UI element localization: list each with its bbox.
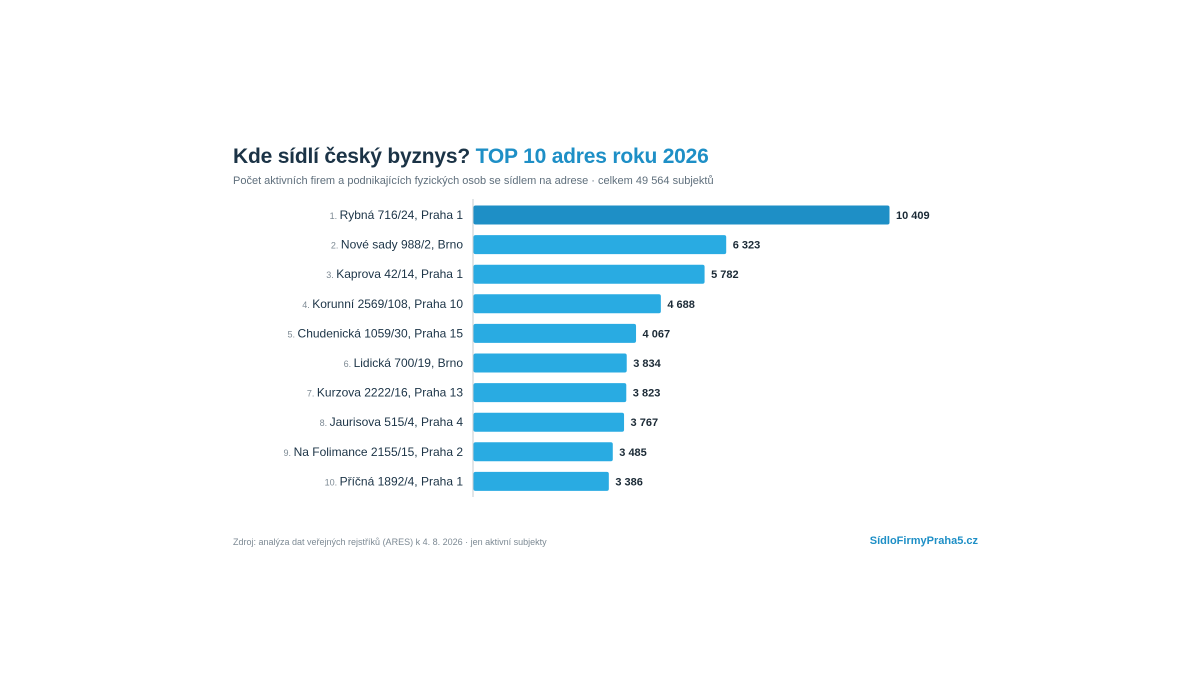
address-label: Na Folimance 2155/15, Praha 2: [294, 445, 464, 459]
rank-label: 1.: [330, 211, 340, 221]
category-label-9: 9. Na Folimance 2155/15, Praha 2: [284, 445, 464, 459]
brand-link[interactable]: SídloFirmyPraha5.cz: [869, 535, 978, 547]
source-note: Zdroj: analýza dat veřejných rejstříků (…: [233, 537, 547, 547]
rank-label: 3.: [326, 270, 336, 280]
rank-label: 8.: [320, 418, 330, 428]
value-label-8: 3 767: [631, 417, 659, 429]
category-label-4: 4. Korunní 2569/108, Praha 10: [302, 297, 463, 311]
rank-label: 2.: [331, 241, 341, 251]
category-label-7: 7. Kurzova 2222/16, Praha 13: [307, 386, 463, 400]
bar-9[interactable]: [473, 442, 613, 462]
value-label-4: 4 688: [667, 299, 695, 311]
value-label-9: 3 485: [619, 447, 647, 459]
value-label-10: 3 386: [615, 476, 643, 488]
value-label-7: 3 823: [633, 388, 661, 400]
category-label-3: 3. Kaprova 42/14, Praha 1: [326, 267, 463, 281]
rank-label: 6.: [344, 359, 354, 369]
rank-label: 7.: [307, 389, 317, 399]
address-label: Kaprova 42/14, Praha 1: [336, 267, 463, 281]
chart-title-main: Kde sídlí český byznys?: [233, 145, 471, 168]
rank-label: 9.: [284, 448, 294, 458]
chart-title: Kde sídlí český byznys? TOP 10 adres rok…: [233, 145, 709, 169]
category-label-5: 5. Chudenická 1059/30, Praha 15: [288, 326, 464, 340]
address-label: Rybná 716/24, Praha 1: [340, 208, 464, 222]
category-label-10: 10. Příčná 1892/4, Praha 1: [325, 474, 464, 488]
category-label-6: 6. Lidická 700/19, Brno: [344, 356, 464, 370]
bar-3[interactable]: [473, 264, 705, 284]
chart-title-accent: TOP 10 adres roku 2026: [475, 145, 709, 168]
rank-label: 4.: [302, 300, 312, 310]
address-label: Jaurisova 515/4, Praha 4: [330, 415, 464, 429]
value-label-5: 4 067: [643, 328, 671, 340]
bar-5[interactable]: [473, 323, 637, 343]
address-label: Lidická 700/19, Brno: [354, 356, 464, 370]
category-label-1: 1. Rybná 716/24, Praha 1: [330, 208, 464, 222]
value-label-3: 5 782: [711, 269, 739, 281]
category-label-8: 8. Jaurisova 515/4, Praha 4: [320, 415, 464, 429]
bar-8[interactable]: [473, 412, 625, 432]
address-label: Příčná 1892/4, Praha 1: [340, 474, 464, 488]
bar-2[interactable]: [473, 235, 727, 255]
category-label-2: 2. Nové sady 988/2, Brno: [331, 238, 463, 252]
bar-1[interactable]: [473, 205, 890, 225]
address-label: Korunní 2569/108, Praha 10: [312, 297, 463, 311]
address-label: Kurzova 2222/16, Praha 13: [317, 386, 463, 400]
value-label-1: 10 409: [896, 210, 930, 222]
bar-6[interactable]: [473, 353, 627, 373]
chart-subtitle: Počet aktivních firem a podnikajících fy…: [233, 175, 714, 187]
value-label-6: 3 834: [633, 358, 661, 370]
bar-4[interactable]: [473, 294, 661, 314]
rank-label: 5.: [288, 329, 298, 339]
address-label: Nové sady 988/2, Brno: [341, 238, 463, 252]
bar-7[interactable]: [473, 383, 627, 403]
bar-10[interactable]: [473, 471, 609, 491]
address-label: Chudenická 1059/30, Praha 15: [298, 326, 464, 340]
value-label-2: 6 323: [733, 240, 761, 252]
rank-label: 10.: [325, 477, 340, 487]
